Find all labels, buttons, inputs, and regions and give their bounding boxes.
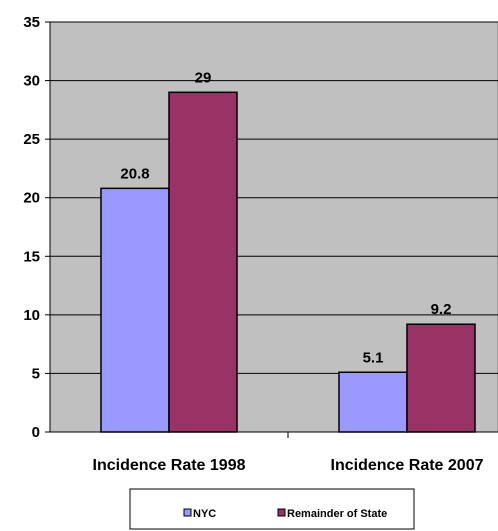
legend-swatch [277,508,286,517]
x-axis: Incidence Rate 1998 Incidence Rate 2007 [50,431,498,474]
x-category-label: Incidence Rate 2007 [331,457,484,474]
legend-swatch [183,508,192,517]
y-tick-label: 30 [23,73,40,90]
legend: NYC Remainder of State [129,488,415,530]
legend-label: Remainder of State [287,508,387,520]
bar-nyc-0 [100,187,170,433]
y-tick-label: 15 [23,248,40,265]
bar-remainder-of-state-0 [168,91,238,433]
data-label: 20.8 [120,165,149,182]
legend-label: NYC [193,508,216,520]
y-axis: 0 5 10 15 20 25 30 35 [23,14,51,441]
data-label: 29 [195,69,212,86]
legend-box [129,488,415,530]
y-tick-label: 20 [23,190,40,207]
bar-remainder-of-state-1 [406,323,476,433]
data-label: 5.1 [363,349,384,366]
y-tick-label: 5 [32,365,40,382]
bars [100,91,476,433]
x-category-label: Incidence Rate 1998 [93,457,246,474]
y-tick-label: 25 [23,131,40,148]
y-tick-label: 35 [23,14,40,31]
y-tick-label: 10 [23,307,40,324]
data-labels: 20.8 29 5.1 9.2 [120,69,451,366]
data-label: 9.2 [431,301,452,318]
bar-nyc-1 [338,371,408,433]
y-tick-label: 0 [32,424,40,441]
